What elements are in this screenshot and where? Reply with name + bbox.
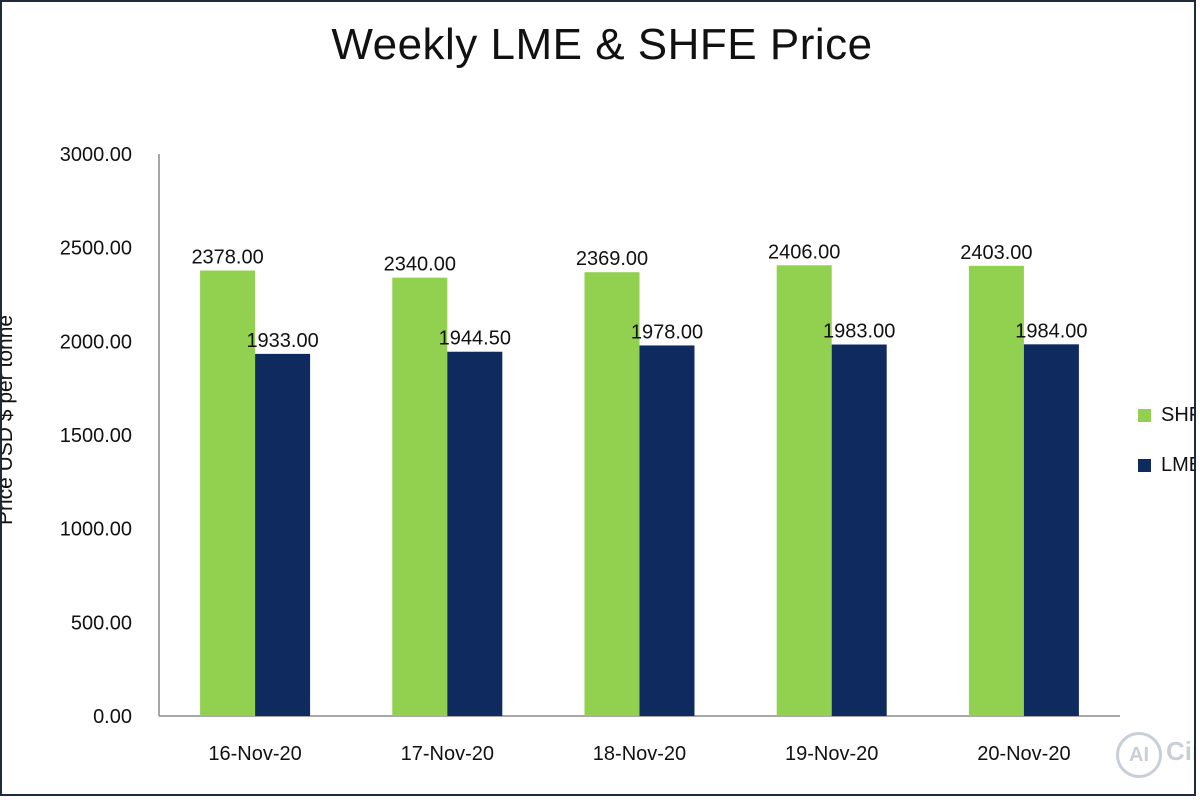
x-tick-label: 18-Nov-20 (593, 743, 686, 765)
x-tick-label: 16-Nov-20 (208, 743, 301, 765)
data-label-lme: 1983.00 (823, 321, 895, 343)
bar-shfe (968, 265, 1024, 716)
y-tick-label: 500.00 (71, 612, 132, 634)
bar-lme (831, 344, 887, 716)
data-label-shfe: 2369.00 (576, 248, 648, 270)
data-label-lme: 1944.50 (439, 328, 511, 350)
legend: SHFE LME (1138, 402, 1194, 502)
data-label-lme: 1984.00 (1015, 320, 1087, 342)
y-tick-label: 3000.00 (60, 144, 132, 166)
bar-lme (447, 351, 503, 716)
y-tick-label: 1500.00 (60, 425, 132, 447)
watermark-text: Circle (1166, 736, 1194, 766)
data-label-lme: 1978.00 (631, 321, 703, 343)
legend-item-shfe: SHFE (1138, 402, 1194, 428)
x-tick-label: 19-Nov-20 (785, 743, 878, 765)
bar-lme (1023, 344, 1079, 716)
data-label-shfe: 2406.00 (768, 241, 840, 263)
legend-label-lme: LME (1161, 453, 1194, 476)
chart-title: Weekly LME & SHFE Price (331, 20, 873, 69)
data-label-shfe: 2378.00 (191, 247, 263, 269)
x-tick-label: 20-Nov-20 (977, 743, 1070, 765)
bar-shfe (200, 270, 256, 716)
legend-label-shfe: SHFE (1161, 403, 1194, 426)
bar-shfe (584, 272, 640, 716)
data-label-shfe: 2403.00 (960, 242, 1032, 264)
bar-shfe (776, 265, 832, 716)
y-tick-label: 2000.00 (60, 331, 132, 353)
watermark-logo-icon: AI (1116, 732, 1162, 778)
bar-shfe (392, 277, 448, 716)
x-tick-label: 17-Nov-20 (401, 743, 494, 765)
y-tick-label: 2500.00 (60, 238, 132, 260)
data-label-shfe: 2340.00 (384, 254, 456, 276)
y-tick-label: 1000.00 (60, 519, 132, 541)
legend-swatch-lme (1138, 458, 1151, 472)
data-label-lme: 1933.00 (246, 330, 318, 352)
legend-swatch-shfe (1138, 408, 1151, 422)
y-tick-label: 0.00 (93, 706, 132, 728)
bar-lme (639, 345, 695, 716)
y-axis-title: Price USD $ per tonne (2, 315, 17, 525)
bar-lme (255, 353, 311, 716)
legend-item-lme: LME (1138, 452, 1194, 478)
